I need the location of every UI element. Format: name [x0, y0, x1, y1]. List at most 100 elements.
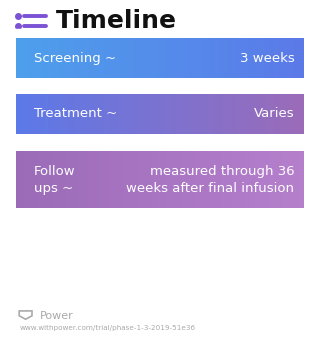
Bar [137, 38, 139, 78]
Bar [236, 38, 238, 78]
Bar [287, 94, 289, 134]
Bar [176, 151, 178, 208]
Bar [65, 38, 67, 78]
Bar [79, 151, 81, 208]
Bar [78, 151, 80, 208]
Bar [177, 38, 179, 78]
Bar [48, 94, 50, 134]
Bar [44, 151, 45, 208]
Bar [105, 151, 107, 208]
Bar [197, 94, 199, 134]
Bar [185, 151, 186, 208]
Bar [141, 94, 143, 134]
Bar [200, 94, 202, 134]
Bar [45, 38, 47, 78]
Bar [242, 38, 244, 78]
Bar [195, 151, 196, 208]
Bar [265, 38, 267, 78]
Bar [222, 151, 224, 208]
Bar [59, 151, 61, 208]
Bar [213, 94, 215, 134]
Bar [255, 94, 257, 134]
Bar [174, 151, 176, 208]
Bar [97, 94, 99, 134]
Bar [84, 38, 85, 78]
Bar [91, 151, 93, 208]
Bar [79, 38, 81, 78]
Bar [91, 38, 93, 78]
Bar [159, 38, 160, 78]
Bar [16, 94, 18, 134]
Bar [150, 94, 152, 134]
Bar [261, 151, 262, 208]
Bar [215, 38, 217, 78]
Bar [164, 94, 166, 134]
Bar [196, 38, 198, 78]
Bar [193, 94, 195, 134]
Bar [211, 38, 212, 78]
Bar [202, 151, 204, 208]
Bar [26, 151, 28, 208]
Bar [167, 94, 169, 134]
Bar [260, 38, 261, 78]
Bar [39, 151, 41, 208]
Bar [167, 38, 169, 78]
Bar [235, 151, 237, 208]
Bar [56, 151, 58, 208]
Bar [102, 151, 104, 208]
Bar [213, 38, 215, 78]
Bar [55, 151, 57, 208]
Bar [143, 38, 145, 78]
Bar [134, 94, 136, 134]
Bar [200, 38, 202, 78]
Bar [230, 151, 232, 208]
Bar [206, 94, 208, 134]
Bar [75, 151, 77, 208]
Bar [186, 151, 188, 208]
Bar [283, 38, 284, 78]
Text: Power: Power [40, 312, 74, 321]
Bar [124, 94, 126, 134]
Bar [197, 151, 199, 208]
Bar [260, 94, 261, 134]
Bar [212, 151, 214, 208]
Bar [111, 94, 113, 134]
Bar [29, 151, 31, 208]
Bar [244, 151, 245, 208]
Bar [163, 94, 164, 134]
Bar [68, 94, 70, 134]
Bar [130, 151, 132, 208]
Bar [222, 38, 224, 78]
Bar [264, 94, 266, 134]
Bar [125, 94, 127, 134]
Bar [285, 94, 287, 134]
Bar [131, 151, 133, 208]
Bar [232, 94, 234, 134]
Bar [246, 94, 248, 134]
Bar [52, 38, 54, 78]
Bar [170, 94, 172, 134]
Bar [195, 38, 196, 78]
Bar [30, 94, 32, 134]
Bar [216, 94, 218, 134]
Bar [18, 151, 19, 208]
Bar [88, 94, 90, 134]
Bar [81, 38, 83, 78]
Bar [190, 151, 192, 208]
Bar [167, 151, 169, 208]
Bar [220, 38, 222, 78]
Bar [22, 38, 24, 78]
Bar [188, 94, 189, 134]
Bar [121, 38, 123, 78]
Bar [62, 151, 64, 208]
Bar [238, 38, 240, 78]
Bar [117, 151, 119, 208]
Bar [252, 94, 254, 134]
Text: Varies: Varies [254, 107, 294, 120]
Bar [51, 151, 52, 208]
Bar [176, 94, 178, 134]
Bar [269, 94, 271, 134]
Bar [192, 151, 194, 208]
Bar [49, 94, 51, 134]
Bar [246, 151, 248, 208]
